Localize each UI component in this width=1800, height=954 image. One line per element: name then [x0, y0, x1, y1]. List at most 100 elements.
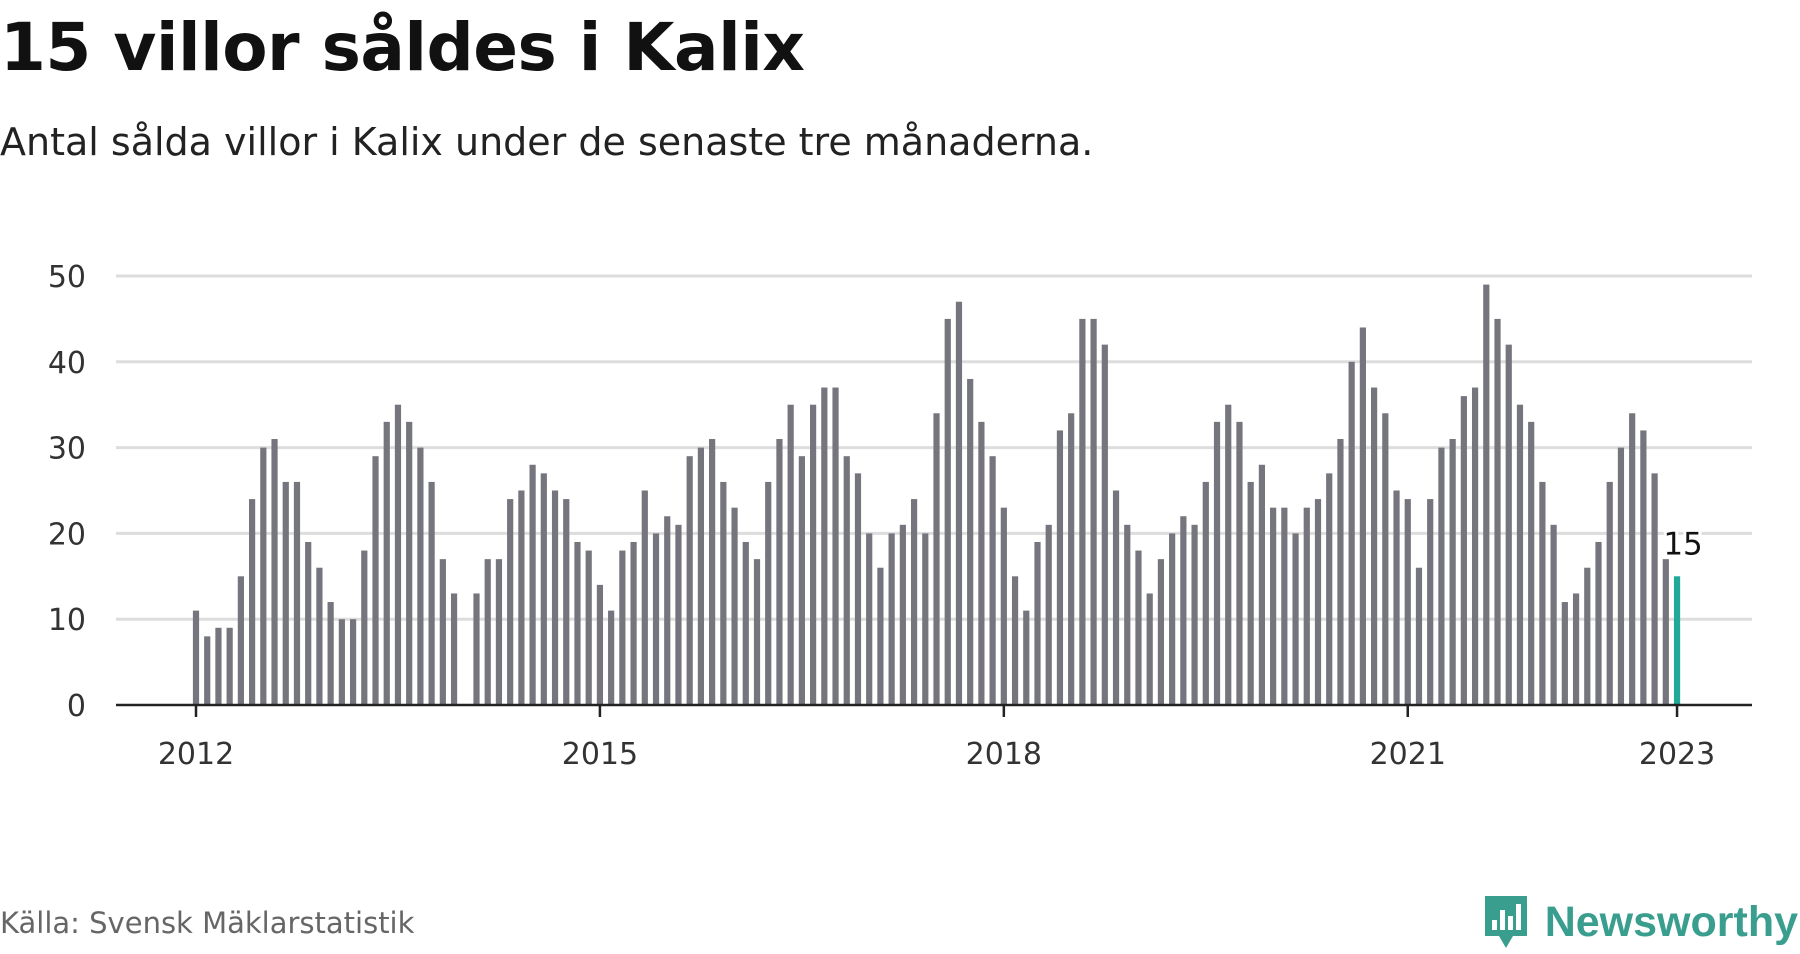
bar [776, 439, 783, 705]
bar [316, 567, 323, 705]
y-tick-label: 20 [48, 517, 86, 552]
bar [1202, 481, 1209, 705]
bar [1023, 610, 1030, 705]
bar [1449, 439, 1456, 705]
bar [1292, 533, 1299, 705]
bar [585, 550, 592, 705]
x-tick-label: 2018 [966, 737, 1042, 772]
bar [540, 473, 547, 705]
bar [1090, 318, 1097, 705]
bar [428, 481, 435, 705]
bar [596, 584, 604, 705]
x-axis: 2012 2015 2018 2021 2023 [158, 705, 1715, 772]
bar [1146, 593, 1153, 705]
bar [810, 404, 817, 705]
bar [1606, 481, 1613, 705]
bar [361, 550, 368, 705]
bar [955, 301, 963, 705]
bar [507, 499, 514, 705]
bar [1539, 481, 1546, 705]
bar [1393, 490, 1400, 705]
bar [608, 610, 615, 705]
bar [1247, 481, 1254, 705]
bar [1371, 387, 1378, 705]
bar [1629, 413, 1636, 705]
bar [439, 559, 446, 705]
bar [271, 439, 278, 705]
bar [787, 404, 794, 705]
bar [394, 404, 402, 705]
y-tick-label: 0 [67, 689, 86, 724]
bar [978, 421, 985, 705]
bar [1034, 541, 1041, 705]
bar [1382, 413, 1389, 705]
bar [686, 456, 693, 705]
bar [697, 447, 704, 705]
bar [1169, 533, 1176, 705]
bar [933, 413, 940, 705]
bar [226, 627, 233, 705]
bar [877, 567, 884, 705]
bar [798, 456, 805, 705]
highlight-annotation: 15 [1660, 523, 1705, 565]
bar [1415, 567, 1423, 705]
bar [630, 541, 637, 705]
bar [1404, 499, 1411, 705]
bar [1427, 499, 1434, 705]
highlight-bar [1673, 576, 1681, 705]
bar [1157, 559, 1165, 705]
bar [619, 550, 626, 705]
bar [1101, 344, 1108, 705]
bar [473, 593, 480, 705]
x-tick-label: 2021 [1370, 737, 1446, 772]
bar [731, 507, 738, 705]
bar [709, 439, 716, 705]
bar [1337, 439, 1344, 705]
bar [1438, 447, 1445, 705]
chart-title: 15 villor såldes i Kalix [0, 9, 805, 86]
brand-logo[interactable]: Newsworthy [1481, 890, 1798, 954]
y-tick-label: 30 [48, 432, 86, 467]
bar [574, 541, 581, 705]
highlight-value-label: 15 [1663, 526, 1702, 562]
bar [1191, 524, 1198, 705]
bar [1471, 387, 1479, 705]
bar [652, 533, 660, 705]
bar [1550, 524, 1557, 705]
bar [765, 481, 772, 705]
bar [1640, 430, 1647, 705]
bar [1281, 507, 1288, 705]
x-tick-label: 2012 [158, 737, 234, 772]
bar [1011, 576, 1019, 705]
bar [1528, 421, 1535, 705]
bar [989, 456, 996, 705]
bar [821, 387, 828, 705]
bar [293, 481, 301, 705]
bar [866, 533, 873, 705]
x-tick-label: 2023 [1639, 737, 1715, 772]
bar [1079, 318, 1086, 705]
y-axis: 0 10 20 30 40 50 [48, 260, 86, 724]
bar [888, 533, 895, 705]
bar [1045, 524, 1052, 705]
bar [720, 481, 727, 705]
bar [1225, 404, 1232, 705]
bar [450, 593, 458, 705]
y-tick-label: 40 [48, 346, 86, 381]
bar [1303, 507, 1310, 705]
bar [192, 610, 200, 705]
bar [406, 421, 413, 705]
bar [249, 499, 256, 705]
source-note: Källa: Svensk Mäklarstatistik [0, 906, 415, 940]
bar [675, 524, 682, 705]
bar [1236, 421, 1243, 705]
bar [338, 619, 345, 705]
bar [843, 456, 850, 705]
bar [1595, 541, 1602, 705]
bar [1180, 516, 1187, 705]
bar [1651, 473, 1658, 705]
y-tick-label: 10 [48, 603, 86, 638]
bar-series [192, 284, 1681, 705]
bar [967, 378, 974, 705]
bar [753, 559, 761, 705]
